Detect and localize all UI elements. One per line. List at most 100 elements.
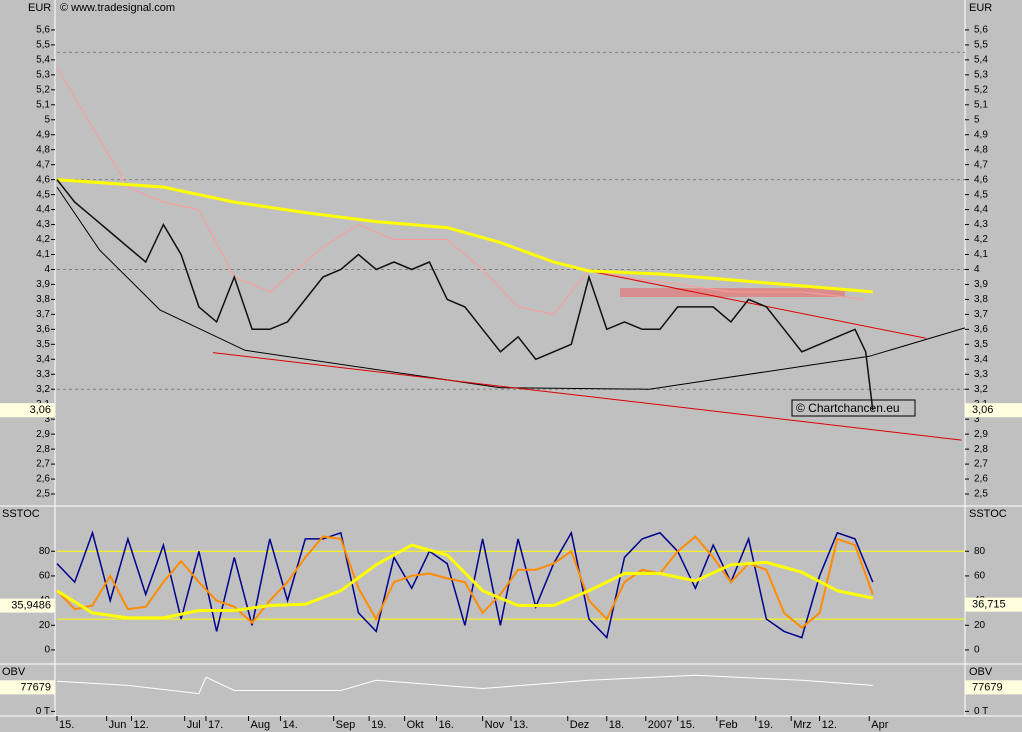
x-tick-label: Nov — [485, 719, 505, 731]
last-value-label: 36,715 — [972, 599, 1006, 611]
x-tick-label: 18. — [609, 719, 624, 731]
y-tick-label: 0 T — [36, 706, 50, 717]
y-tick-label: 4,4 — [36, 204, 50, 215]
last-value-box — [0, 598, 55, 613]
x-tick-label: 19. — [758, 719, 773, 731]
y-tick-label: 4,2 — [974, 234, 988, 245]
y-tick-label: 3,8 — [36, 294, 50, 305]
x-tick-label: Feb — [719, 719, 738, 731]
y-tick-label: 0 — [974, 645, 980, 656]
y-tick-label: 5,4 — [974, 55, 988, 66]
y-tick-label: 3 — [974, 414, 980, 425]
y-tick-label: 2,9 — [974, 429, 988, 440]
last-value-label: 3,06 — [972, 404, 993, 416]
y-tick-label: 4,6 — [974, 174, 988, 185]
last-value-box — [965, 680, 1022, 695]
y-tick-label: 4,2 — [36, 234, 50, 245]
y-tick-label: 2,9 — [36, 429, 50, 440]
y-tick-label: 5 — [974, 114, 980, 125]
y-tick-label: 3 — [44, 414, 50, 425]
x-tick-label: Sep — [336, 719, 356, 731]
y-tick-label: 3,9 — [36, 279, 50, 290]
y-tick-label: 4,8 — [974, 144, 988, 155]
series-line — [56, 67, 866, 315]
y-tick-label: 3,3 — [36, 369, 50, 380]
y-tick-label: 5,5 — [974, 40, 988, 51]
y-tick-label: 4,4 — [974, 204, 988, 215]
y-tick-label: 2,7 — [36, 459, 50, 470]
y-tick-label: 3,6 — [974, 324, 988, 335]
y-tick-label: 5,6 — [974, 25, 988, 36]
last-value-box — [0, 403, 55, 418]
series-line — [56, 535, 874, 630]
x-tick-label: 12. — [822, 719, 837, 731]
x-tick-label: 12. — [133, 719, 148, 731]
obv-label-right: OBV — [969, 666, 993, 678]
y-tick-label: 3,7 — [36, 309, 50, 320]
y-tick-label: 5,1 — [36, 99, 50, 110]
y-tick-label: 5,2 — [974, 84, 988, 95]
y-tick-label: 5,1 — [974, 99, 988, 110]
last-value-box — [965, 597, 1022, 612]
zone — [620, 288, 845, 297]
y-tick-label: 3,5 — [974, 339, 988, 350]
y-tick-label: 5,2 — [36, 84, 50, 95]
y-tick-label: 5,3 — [974, 69, 988, 80]
y-tick-label: 4,3 — [974, 219, 988, 230]
y-tick-label: 2,6 — [36, 474, 50, 485]
y-tick-label: 3,6 — [36, 324, 50, 335]
watermark: © Chartchancen.eu — [796, 401, 900, 415]
y-tick-label: 3,7 — [974, 309, 988, 320]
last-value-label: 35,9486 — [11, 600, 51, 612]
y-tick-label: 5,6 — [36, 25, 50, 36]
y-tick-label: 2,6 — [974, 474, 988, 485]
last-value-box — [0, 680, 55, 695]
y-tick-label: 4,3 — [36, 219, 50, 230]
y-tick-label: 4,1 — [974, 249, 988, 260]
y-tick-label: 4,5 — [36, 189, 50, 200]
y-tick-label: 0 T — [974, 706, 988, 717]
last-value-label: 77679 — [20, 681, 51, 693]
y-tick-label: 4,9 — [36, 129, 50, 140]
y-tick-label: 3,4 — [36, 354, 50, 365]
series-line — [56, 543, 874, 620]
y-tick-label: 4 — [44, 264, 50, 275]
watermark-box — [791, 399, 916, 417]
y-tick-label: 2,8 — [36, 444, 50, 455]
y-tick-label: 3,2 — [974, 384, 988, 395]
y-tick-label: 3,3 — [974, 369, 988, 380]
unit-right: EUR — [969, 2, 992, 14]
y-tick-label: 20 — [39, 620, 51, 631]
y-tick-label: 60 — [39, 571, 51, 582]
y-tick-label: 4,9 — [974, 129, 988, 140]
y-tick-label: 4 — [974, 264, 980, 275]
y-tick-label: 4,8 — [36, 144, 50, 155]
stoch-label-right: SSTOC — [969, 508, 1007, 520]
y-tick-label: 3,4 — [974, 354, 988, 365]
y-tick-label: 2,8 — [974, 444, 988, 455]
y-tick-label: 5,5 — [36, 40, 50, 51]
series-line — [588, 270, 927, 339]
obv-label-left: OBV — [2, 666, 26, 678]
stoch-label-left: SSTOC — [2, 508, 40, 520]
x-tick-label: 14. — [282, 719, 297, 731]
y-tick-label: 4,7 — [36, 159, 50, 170]
series-line — [56, 179, 874, 411]
y-tick-label: 4,6 — [36, 174, 50, 185]
y-tick-label: 3,8 — [974, 294, 988, 305]
x-tick-label: Okt — [407, 719, 424, 731]
y-tick-label: 4,5 — [974, 189, 988, 200]
last-value-box — [965, 403, 1022, 418]
last-value-label: 77679 — [972, 681, 1003, 693]
series-line — [213, 352, 962, 441]
y-tick-label: 5,4 — [36, 55, 50, 66]
series-line — [56, 674, 873, 695]
y-tick-label: 60 — [974, 571, 986, 582]
y-tick-label: 4,1 — [36, 249, 50, 260]
x-tick-label: 19. — [371, 719, 386, 731]
x-tick-label: 2007 — [648, 719, 672, 731]
x-tick-label: Apr — [871, 719, 888, 731]
